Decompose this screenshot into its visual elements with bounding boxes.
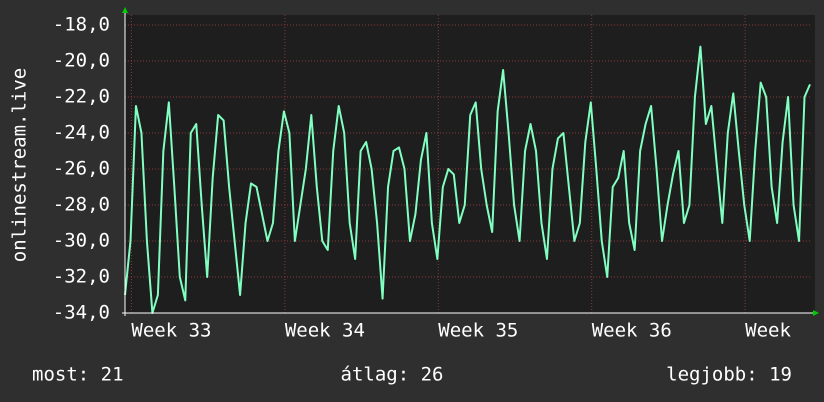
y-tick-label: -20,0 [53, 50, 110, 72]
x-tick-label: Week [745, 320, 791, 342]
footer-average: átlag: 26 [341, 364, 444, 386]
x-tick-label: Week 35 [438, 320, 518, 342]
y-tick-label: -26,0 [53, 158, 110, 180]
footer-best: legjobb: 19 [666, 364, 792, 386]
y-tick-label: -18,0 [53, 14, 110, 36]
x-tick-label: Week 33 [131, 320, 211, 342]
y-axis-label: onlinestream.live [9, 68, 31, 262]
y-tick-label: -22,0 [53, 86, 110, 108]
y-tick-label: -32,0 [53, 266, 110, 288]
plot-area [125, 15, 815, 313]
y-tick-label: -24,0 [53, 122, 110, 144]
y-axis-arrow [122, 7, 128, 13]
x-tick-label: Week 34 [285, 320, 365, 342]
series-line [124, 45, 811, 314]
footer-current: most: 21 [32, 364, 124, 386]
x-tick-label: Week 36 [592, 320, 672, 342]
x-axis-arrow [813, 310, 819, 316]
y-tick-label: -30,0 [53, 230, 110, 252]
y-tick-label: -34,0 [53, 302, 110, 324]
y-tick-label: -28,0 [53, 194, 110, 216]
